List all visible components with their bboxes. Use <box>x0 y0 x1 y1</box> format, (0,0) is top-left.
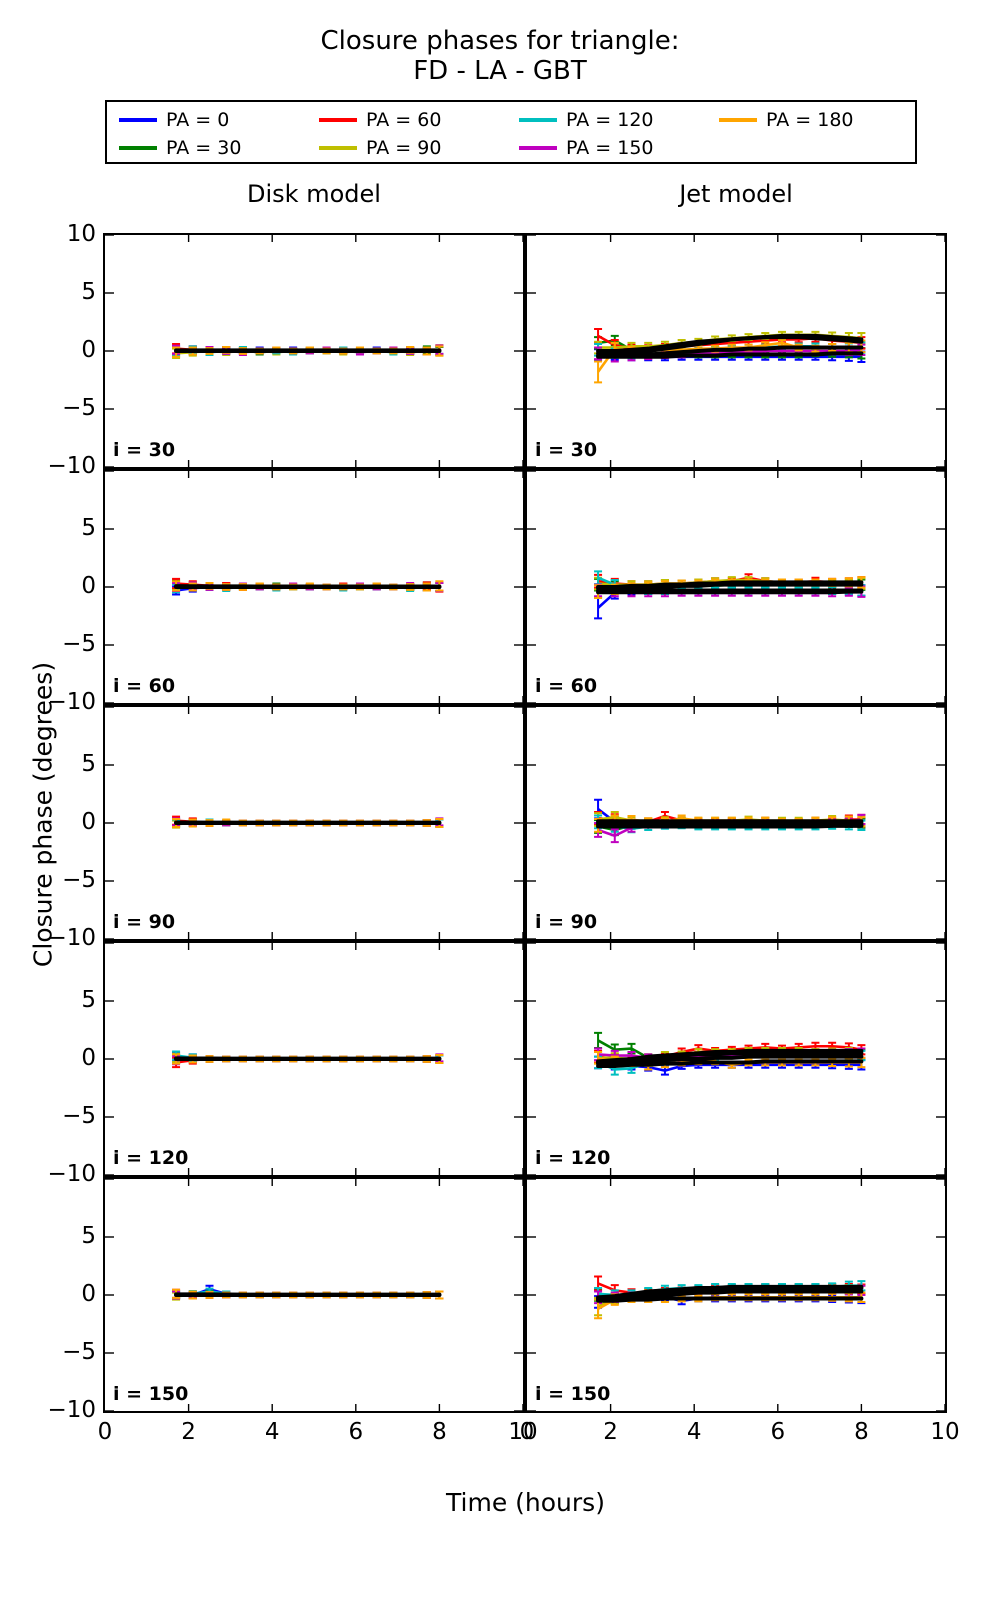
x-tick-label: 6 <box>770 1419 786 1445</box>
subplot-panel: i = 90 <box>103 705 525 941</box>
legend-line-swatch <box>119 146 157 150</box>
model-curve <box>596 345 864 358</box>
legend-line-swatch <box>519 118 557 122</box>
legend-item-label: PA = 180 <box>766 109 854 131</box>
y-tick-label: 10 <box>66 221 96 247</box>
legend-item-label: PA = 120 <box>566 109 654 131</box>
x-tick-label: 0 <box>519 1419 535 1445</box>
legend-item-label: PA = 0 <box>166 109 230 131</box>
model-curve <box>596 823 864 829</box>
subplot-panel: i = 30 <box>103 233 525 469</box>
plot-area <box>527 943 945 1175</box>
plot-area <box>527 707 945 939</box>
plot-area <box>527 1179 945 1411</box>
legend-item-label: PA = 60 <box>366 109 442 131</box>
figure-title: Closure phases for triangle: FD - LA - G… <box>0 26 1000 86</box>
model-curve <box>596 1296 864 1303</box>
y-tick-label: 0 <box>81 1281 96 1307</box>
model-curve <box>596 589 864 595</box>
x-tick-label: 10 <box>930 1419 960 1445</box>
legend-line-swatch <box>519 146 557 150</box>
subplot-panel: i = 120 <box>103 941 525 1177</box>
column-header-disk-model: Disk model <box>247 180 381 208</box>
legend-item: PA = 120 <box>513 109 713 131</box>
legend-item: PA = 30 <box>113 137 313 159</box>
x-tick-label: 10 <box>508 1419 538 1445</box>
legend-item-label: PA = 90 <box>366 137 442 159</box>
legend-line-swatch <box>319 146 357 150</box>
y-tick-label: −5 <box>62 395 96 421</box>
model-curve <box>596 1289 864 1302</box>
y-tick-label: 0 <box>81 337 96 363</box>
model-curve <box>596 1054 864 1066</box>
y-tick-label: −10 <box>47 453 96 479</box>
x-tick-label: 2 <box>181 1419 196 1445</box>
x-tick-label: 0 <box>97 1419 113 1445</box>
subplot-panel: i = 150 <box>525 1177 947 1413</box>
legend-item-label: PA = 30 <box>166 137 242 159</box>
error-bar <box>594 1031 603 1049</box>
model-curve <box>596 1286 864 1301</box>
legend-entries: PA = 0 PA = 30 PA = 60 PA = 90 PA = 120 PA = … <box>113 106 913 162</box>
x-tick-label: 4 <box>264 1419 280 1445</box>
model-curve <box>596 1051 864 1065</box>
y-tick-label: 5 <box>81 279 96 305</box>
x-tick-label: 6 <box>348 1419 364 1445</box>
plot-area <box>105 471 523 703</box>
x-tick-label: 8 <box>854 1419 869 1445</box>
plot-area <box>105 1179 523 1411</box>
legend-item: PA = 180 <box>713 109 913 131</box>
y-tick-label: −10 <box>47 1397 96 1423</box>
subplot-panel: i = 150 <box>103 1177 525 1413</box>
x-tick-label: 8 <box>432 1419 447 1445</box>
legend-item: PA = 90 <box>313 137 513 159</box>
model-curve <box>596 582 864 591</box>
legend-line-swatch <box>319 118 357 122</box>
chart-legend: PA = 0 PA = 30 PA = 60 PA = 90 PA = 120 PA = … <box>105 100 917 164</box>
subplot-panel: i = 60 <box>525 469 947 705</box>
figure-title-line1: Closure phases for triangle: <box>320 26 680 56</box>
legend-item: PA = 150 <box>513 137 713 159</box>
column-header-jet-model: Jet model <box>679 180 793 208</box>
plot-area <box>105 943 523 1175</box>
plot-area <box>527 235 945 467</box>
figure-title-line2: FD - LA - GBT <box>413 56 587 86</box>
x-tick-label: 2 <box>603 1419 618 1445</box>
y-tick-label: −5 <box>62 1339 96 1365</box>
plot-area <box>105 707 523 939</box>
subplot-panel: i = 30 <box>525 233 947 469</box>
y-axis-label: Closure phase (degrees) <box>28 661 58 968</box>
model-curve <box>596 335 864 353</box>
model-curve <box>596 1059 864 1068</box>
y-tick-label: −10 <box>47 1161 96 1187</box>
legend-item-label: PA = 150 <box>566 137 654 159</box>
subplot-panel: i = 90 <box>525 705 947 941</box>
subplot-panel: i = 60 <box>103 469 525 705</box>
x-axis-label: Time (hours) <box>446 1488 605 1517</box>
plot-area <box>105 235 523 467</box>
subplot-grid: i = 30 i = 30 i = 60 i = 60 i = 90 i = 90 i = … <box>103 233 948 1413</box>
legend-item: PA = 0 <box>113 109 313 131</box>
legend-line-swatch <box>119 118 157 122</box>
plot-area <box>527 471 945 703</box>
subplot-panel: i = 120 <box>525 941 947 1177</box>
x-tick-label: 4 <box>686 1419 702 1445</box>
legend-item: PA = 60 <box>313 109 513 131</box>
y-tick-label: 5 <box>81 1223 96 1249</box>
legend-line-swatch <box>719 118 757 122</box>
x-axis-tick-labels: 0 2 4 6 8 10 0 2 4 6 8 10 <box>0 1421 1000 1451</box>
model-curve <box>596 351 864 359</box>
